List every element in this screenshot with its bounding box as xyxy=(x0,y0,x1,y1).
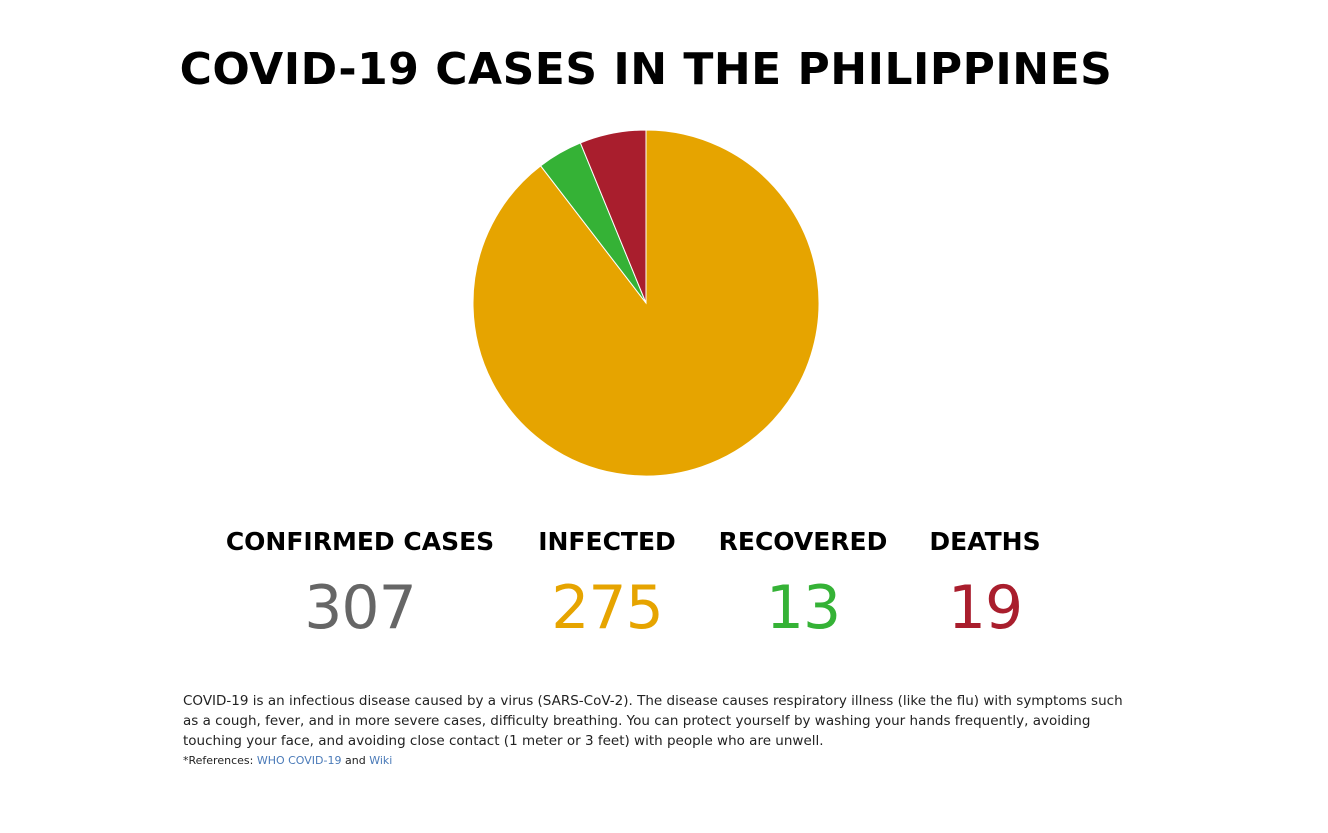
stat-confirmed: CONFIRMED CASES 307 xyxy=(217,527,503,638)
stat-infected: INFECTED 275 xyxy=(530,527,684,638)
stat-deaths-value: 19 xyxy=(947,573,1023,643)
page-title: COVID-19 CASES IN THE PHILIPPINES xyxy=(179,44,1113,95)
who-covid-link[interactable]: WHO COVID-19 xyxy=(256,754,342,767)
stat-deaths: DEATHS 19 xyxy=(922,527,1048,638)
stat-recovered-value: 13 xyxy=(765,573,841,643)
pie-slice-deaths xyxy=(579,129,647,304)
stat-confirmed-label: CONFIRMED CASES xyxy=(225,527,495,556)
stat-recovered-label: RECOVERED xyxy=(718,527,888,556)
references: *References: WHO COVID-19 and Wiki xyxy=(183,754,392,767)
stat-infected-value: 275 xyxy=(551,573,664,643)
stats-row: CONFIRMED CASES 307 INFECTED 275 RECOVER… xyxy=(0,527,1328,647)
description-text: COVID-19 is an infectious disease caused… xyxy=(183,693,1123,749)
stat-recovered: RECOVERED 13 xyxy=(710,527,896,638)
references-prefix: *References: xyxy=(183,754,257,767)
stat-deaths-label: DEATHS xyxy=(929,527,1041,556)
stat-confirmed-value: 307 xyxy=(304,573,417,643)
stat-infected-label: INFECTED xyxy=(538,527,676,556)
pie-chart xyxy=(472,129,820,477)
wiki-link[interactable]: Wiki xyxy=(369,754,393,767)
references-and: and xyxy=(341,754,370,767)
